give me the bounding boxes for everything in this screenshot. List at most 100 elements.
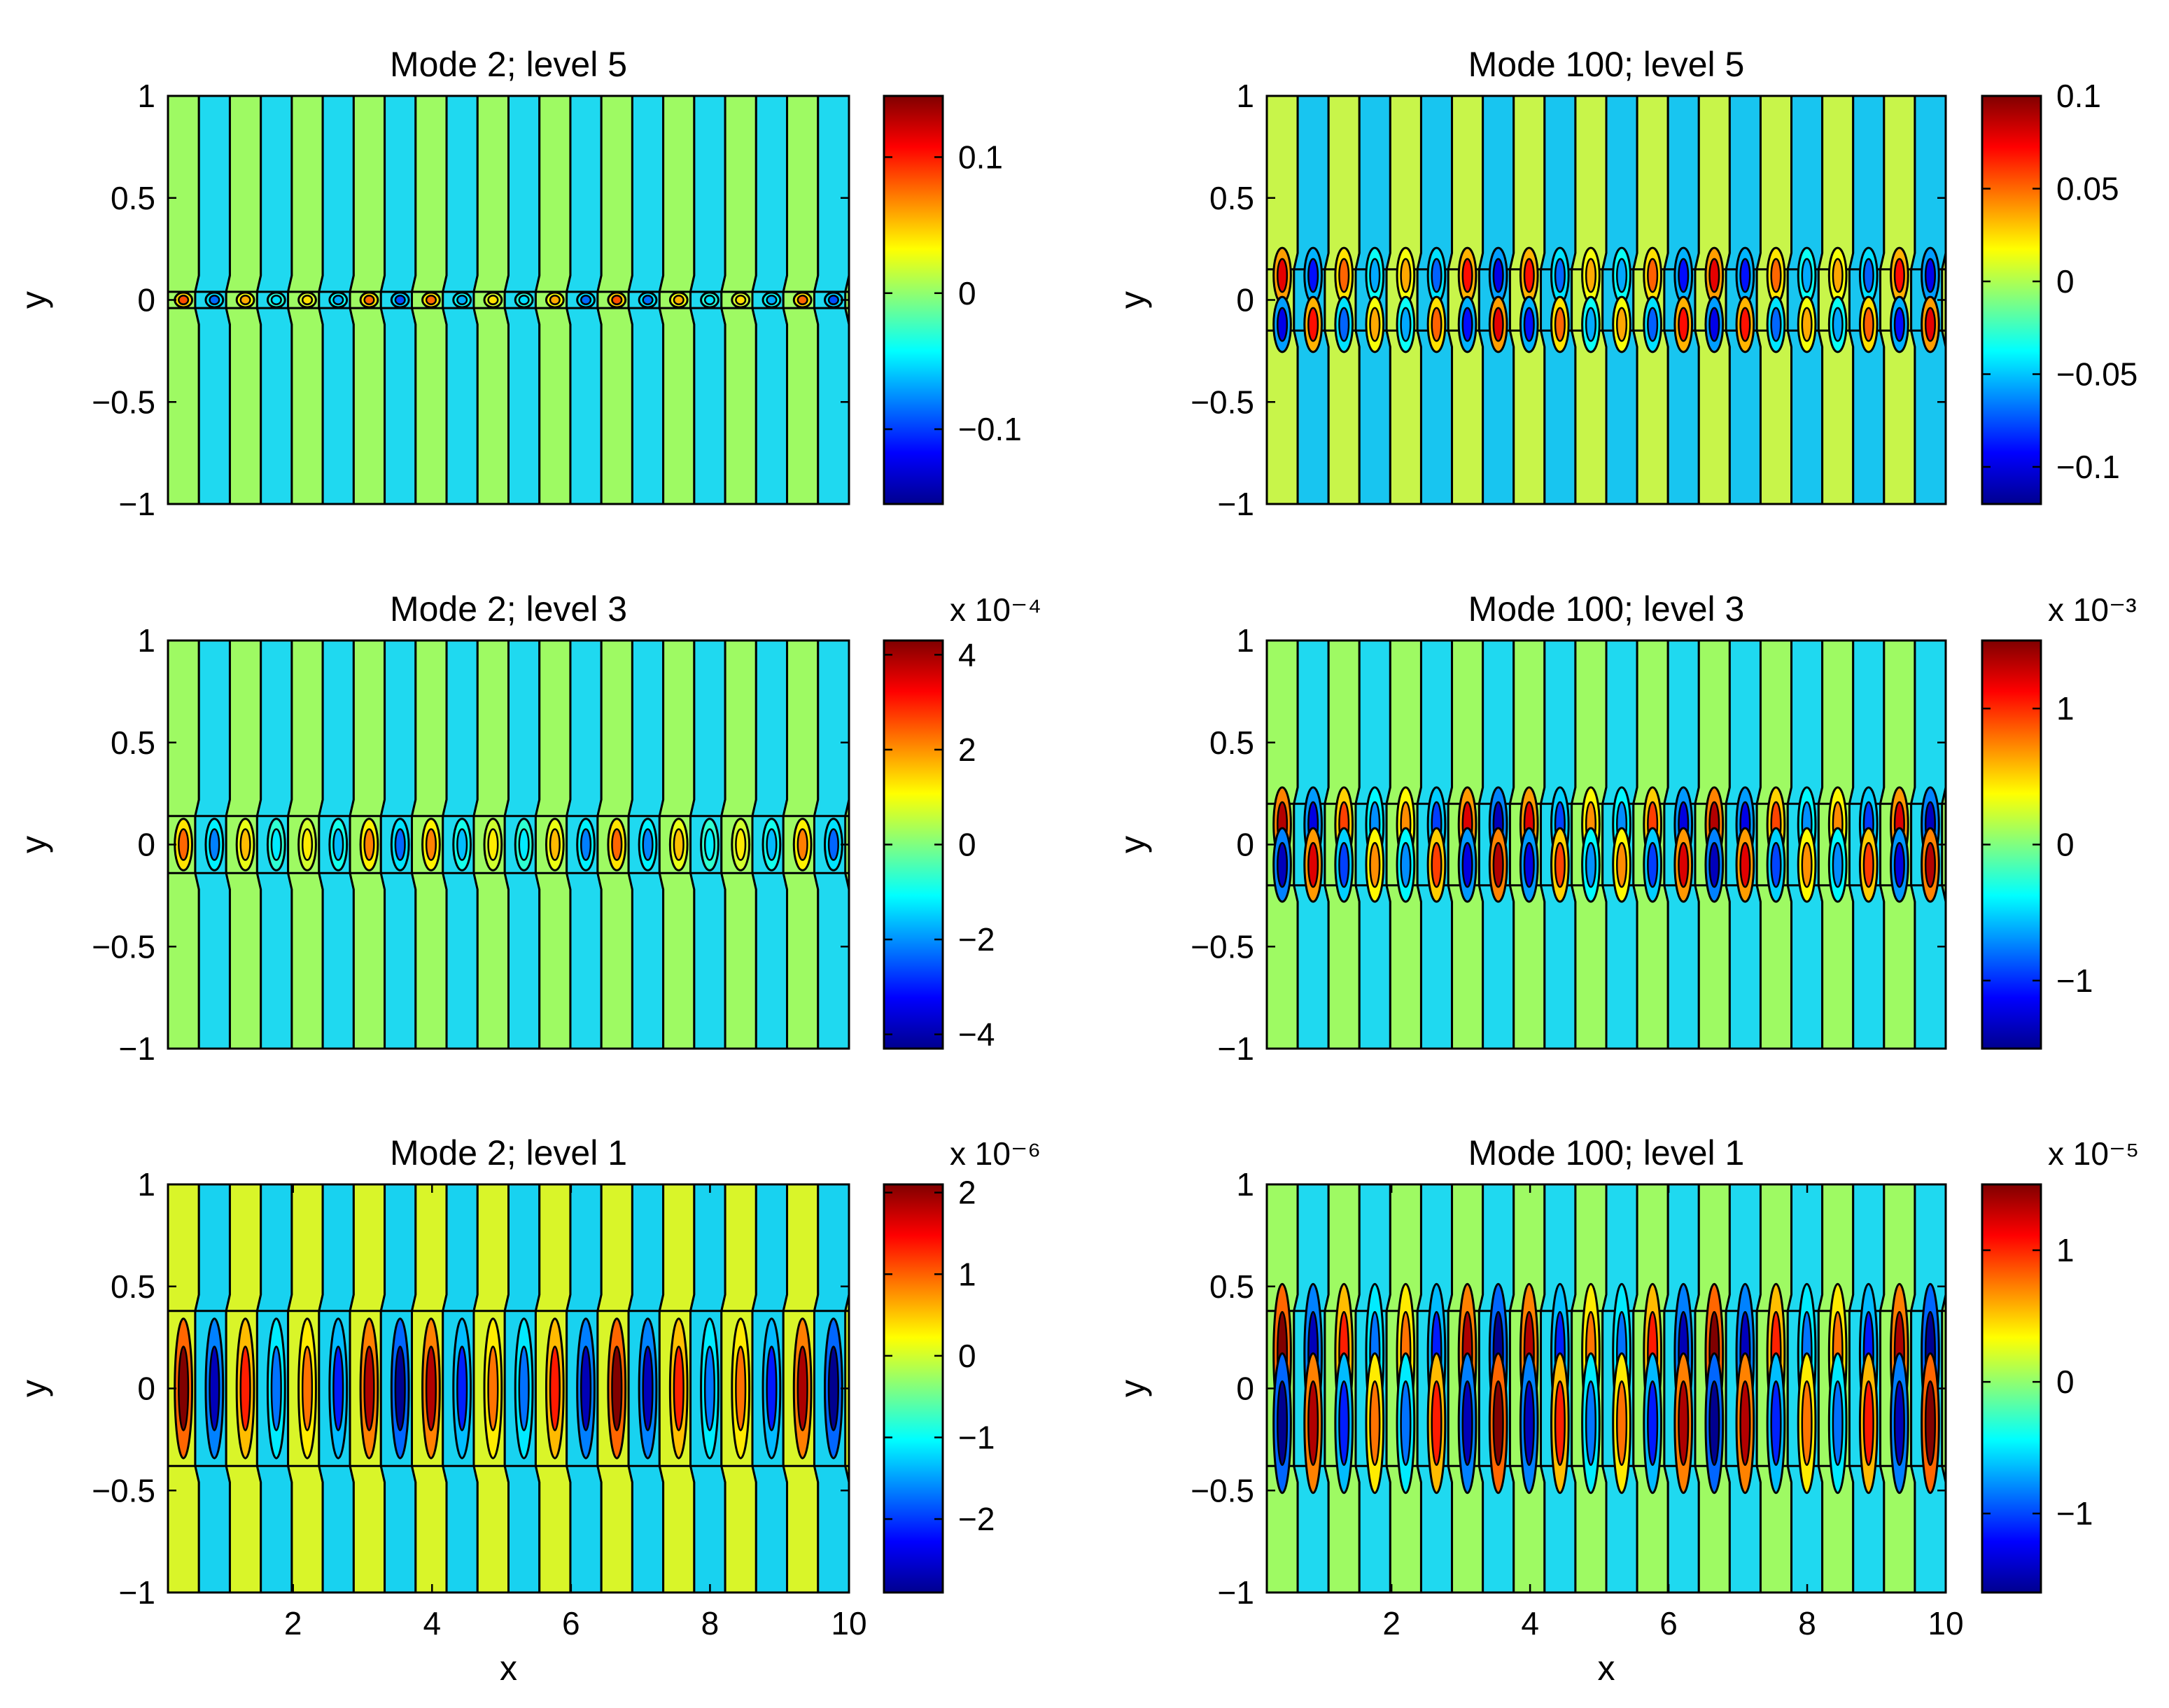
colorbar-tick-label: 0: [958, 1338, 976, 1374]
contour-blob-core: [332, 828, 344, 861]
contour-blob-core: [703, 294, 716, 306]
colorbar-tick-label: 1: [2056, 1232, 2075, 1268]
colorbar-tick-label: 2: [958, 732, 976, 768]
x-tick-label: 6: [562, 1605, 580, 1642]
y-axis-label: y: [1113, 1380, 1152, 1397]
panel-5: Mode 2; level 110.50−0.5−12 4 6 8 10yx210−1−…: [14, 1133, 1041, 1688]
contour-blob-core: [1708, 258, 1720, 293]
contour-blob-core: [178, 294, 190, 306]
contour-blob-core: [1862, 841, 1874, 888]
plot-area: [168, 96, 849, 504]
contour-blob-core: [1893, 307, 1905, 342]
colorbar: [883, 639, 944, 1050]
panel-title: Mode 2; level 1: [390, 1133, 627, 1172]
contour-blob-core: [394, 294, 406, 306]
y-axis-label: y: [14, 291, 53, 309]
y-tick-label: 0.5: [111, 1268, 155, 1305]
contour-blob-core: [1708, 1380, 1720, 1466]
colorbar-tick-label: −2: [958, 921, 995, 958]
contour-blob-core: [456, 828, 468, 861]
contour-blob-core: [1770, 258, 1782, 293]
contour-blob-core: [642, 294, 654, 306]
contour-blob-core: [1647, 258, 1659, 293]
contour-blob-core: [425, 1345, 437, 1432]
contour-blob-core: [1924, 307, 1936, 342]
colorbar-tick-label: 2: [958, 1175, 976, 1211]
contour-blob-core: [1492, 1380, 1504, 1466]
contour-blob-core: [580, 828, 592, 861]
contour-blob-core: [518, 828, 530, 861]
contour-blob-core: [363, 828, 375, 861]
colorbar-tick-label: −4: [958, 1016, 995, 1053]
contour-blob-core: [735, 294, 747, 306]
contour-blob-core: [766, 1345, 778, 1432]
y-tick-label: 0: [1236, 282, 1254, 318]
y-tick-label: 0: [1236, 1371, 1254, 1407]
plot-area: [168, 1184, 849, 1592]
y-tick-label: −0.5: [92, 928, 155, 965]
x-tick-label: 8: [1798, 1605, 1816, 1642]
panel-title: Mode 100; level 3: [1468, 589, 1745, 629]
contour-blob-core: [673, 294, 685, 306]
colorbar-tick-label: 0: [2056, 1364, 2075, 1400]
contour-blob-core: [456, 294, 468, 306]
contour-blob-core: [518, 1345, 530, 1432]
colorbar-multiplier: x 10⁻⁶: [950, 1135, 1041, 1172]
contour-blob-core: [580, 294, 592, 306]
contour-blob-core: [1924, 258, 1936, 293]
y-tick-label: −0.5: [1191, 1472, 1254, 1508]
contour-blob-core: [1431, 258, 1443, 293]
y-tick-label: −0.5: [1191, 928, 1254, 965]
contour-blob-core: [1678, 307, 1690, 342]
contour-blob-core: [270, 1345, 282, 1432]
panel-title: Mode 100; level 1: [1468, 1133, 1745, 1172]
contour-blob-core: [1832, 307, 1844, 342]
contour-blob-core: [1338, 307, 1350, 342]
contour-blob-core: [1338, 841, 1350, 888]
contour-blob-core: [1616, 841, 1628, 888]
colorbar-tick-label: −2: [958, 1501, 995, 1537]
colorbar-tick-label: −0.05: [2056, 356, 2138, 393]
contour-blob-core: [1307, 258, 1319, 293]
y-tick-label: −0.5: [1191, 384, 1254, 420]
contour-blob-core: [1801, 1380, 1813, 1466]
contour-blob-core: [1431, 1380, 1443, 1466]
contour-blob-core: [735, 828, 747, 861]
contour-blob-core: [1678, 258, 1690, 293]
x-axis-label: x: [500, 1648, 517, 1688]
colorbar-tick-label: 0.1: [958, 139, 1003, 175]
colorbar-tick-label: −1: [2056, 1495, 2093, 1532]
contour-blob-core: [1369, 1380, 1381, 1466]
contour-blob-core: [611, 828, 623, 861]
contour-blob-core: [1554, 258, 1566, 293]
contour-blob-core: [1461, 1380, 1473, 1466]
y-axis-label: y: [14, 1380, 53, 1397]
contour-blob-core: [1307, 307, 1319, 342]
contour-blob-core: [1585, 1380, 1596, 1466]
colorbar-tick-label: −1: [958, 1419, 995, 1455]
panel-1: Mode 2; level 5 1 0.5 0 −0.5 −1 y 0.1 0 −0.1: [14, 45, 1022, 522]
contour-blob-core: [1708, 841, 1720, 888]
contour-blob-core: [1801, 307, 1813, 342]
contour-blob-core: [301, 1345, 314, 1432]
contour-blob-core: [1770, 1380, 1782, 1466]
contour-blob-core: [1832, 841, 1844, 888]
contour-blob-core: [1616, 307, 1628, 342]
contour-blob-core: [1801, 258, 1813, 293]
contour-blob-core: [1893, 841, 1905, 888]
contour-blob-core: [549, 294, 561, 306]
contour-blob-core: [209, 294, 220, 306]
contour-blob-core: [1739, 258, 1751, 293]
contour-blob-core: [394, 828, 406, 861]
plot-area: [168, 640, 849, 1049]
panel-3: Mode 2; level 3 1 0.5 0 −0.5 −1 y 4 2 0 −2 −4 x 10⁻⁴: [14, 589, 1041, 1067]
contour-blob-core: [301, 294, 314, 306]
y-tick-label: −1: [119, 1030, 155, 1067]
colorbar: [1981, 1183, 2042, 1594]
contour-blob-core: [1277, 307, 1289, 342]
y-tick-label: 0.5: [1209, 724, 1254, 761]
contour-blob-core: [827, 828, 839, 861]
contour-blob-core: [1431, 841, 1443, 888]
y-tick-label: −1: [1218, 1574, 1254, 1611]
